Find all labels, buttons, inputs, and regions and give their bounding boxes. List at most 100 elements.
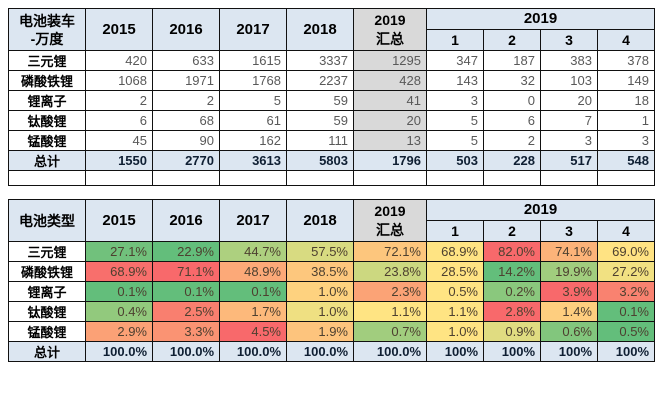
summary-line-1: 2019 <box>374 11 406 28</box>
installed-capacity-table: 电池装车 -万度 2015 2016 2017 2018 2019 汇总 2019 … <box>8 8 655 186</box>
value-cell: 19.9% <box>540 261 598 282</box>
value-cell: 1.0% <box>426 321 484 342</box>
value-cell: 57.5% <box>286 241 354 262</box>
value-cell: 32 <box>483 70 541 91</box>
spacer-cell <box>286 170 354 186</box>
value-cell: 0.4% <box>85 301 153 322</box>
value-cell: 2.9% <box>85 321 153 342</box>
value-cell: 1.4% <box>540 301 598 322</box>
total-value-cell: 2770 <box>152 150 220 171</box>
spacer-cell <box>85 170 153 186</box>
installed-capacity-body: 三元锂 420 633 1615 3337 1295 347 187 383 378 磷酸铁锂 106… <box>8 50 655 186</box>
col-header-month-1: 1 <box>426 29 484 51</box>
value-cell: 633 <box>152 50 220 71</box>
value-cell: 1.0% <box>286 301 354 322</box>
summary-line-2: 汇总 <box>376 221 404 238</box>
table-row: 锂离子 0.1% 0.1% 0.1% 1.0% 2.3% 0.5% 0.2% 3.9% 3.2% <box>8 281 655 302</box>
col-group-2019: 2019 <box>426 8 655 30</box>
row-label: 钛酸锂 <box>8 301 86 322</box>
value-cell: 3.2% <box>597 281 655 302</box>
col-header-2016: 2016 <box>152 199 220 242</box>
value-cell: 3 <box>426 90 484 111</box>
value-cell: 2.8% <box>483 301 541 322</box>
total-value-cell: 1796 <box>353 150 427 171</box>
value-cell: 68.9% <box>426 241 484 262</box>
row-label: 锰酸锂 <box>8 321 86 342</box>
value-cell: 28.5% <box>426 261 484 282</box>
total-value-cell: 100% <box>597 341 655 362</box>
row-label: 钛酸锂 <box>8 110 86 131</box>
value-cell: 378 <box>597 50 655 71</box>
col-header-2016: 2016 <box>152 8 220 51</box>
col-header-month-4: 4 <box>597 29 655 51</box>
spacer-cell <box>483 170 541 186</box>
total-value-cell: 100.0% <box>152 341 220 362</box>
spacer-cell <box>540 170 598 186</box>
value-cell: 103 <box>540 70 598 91</box>
table-row: 锂离子 2 2 5 59 41 3 0 20 18 <box>8 90 655 111</box>
value-cell: 1.7% <box>219 301 287 322</box>
total-value-cell: 548 <box>597 150 655 171</box>
total-value-cell: 100.0% <box>286 341 354 362</box>
corner-line-1: 电池装车 <box>19 12 75 29</box>
value-cell: 72.1% <box>353 241 427 262</box>
value-cell: 0.1% <box>219 281 287 302</box>
value-cell: 74.1% <box>540 241 598 262</box>
value-cell: 0.1% <box>152 281 220 302</box>
spacer-cell <box>426 170 484 186</box>
total-value-cell: 3613 <box>219 150 287 171</box>
value-cell: 2237 <box>286 70 354 91</box>
value-cell: 68.9% <box>85 261 153 282</box>
value-cell: 1.0% <box>286 281 354 302</box>
value-cell: 3.3% <box>152 321 220 342</box>
total-value-cell: 100.0% <box>353 341 427 362</box>
col-header-2015: 2015 <box>85 199 153 242</box>
total-value-cell: 517 <box>540 150 598 171</box>
value-cell: 45 <box>85 130 153 151</box>
installed-capacity-header: 电池装车 -万度 2015 2016 2017 2018 2019 汇总 2019 … <box>8 8 655 51</box>
value-cell: 1 <box>597 110 655 131</box>
value-cell: 71.1% <box>152 261 220 282</box>
value-cell: 14.2% <box>483 261 541 282</box>
spacer-cell <box>597 170 655 186</box>
value-cell: 20 <box>353 110 427 131</box>
value-cell: 7 <box>540 110 598 131</box>
spacer-cell <box>353 170 427 186</box>
value-cell: 27.1% <box>85 241 153 262</box>
value-cell: 48.9% <box>219 261 287 282</box>
value-cell: 187 <box>483 50 541 71</box>
value-cell: 0.5% <box>597 321 655 342</box>
total-value-cell: 100% <box>483 341 541 362</box>
value-cell: 59 <box>286 110 354 131</box>
value-cell: 0.5% <box>426 281 484 302</box>
value-cell: 20 <box>540 90 598 111</box>
value-cell: 1068 <box>85 70 153 91</box>
battery-data-panel: 电池装车 -万度 2015 2016 2017 2018 2019 汇总 2019 … <box>8 8 655 362</box>
total-row: 总计 100.0% 100.0% 100.0% 100.0% 100.0% 100% 100%… <box>8 341 655 362</box>
table-row: 锰酸锂 45 90 162 111 13 5 2 3 3 <box>8 130 655 151</box>
col-header-2017: 2017 <box>219 199 287 242</box>
value-cell: 18 <box>597 90 655 111</box>
value-cell: 0.1% <box>597 301 655 322</box>
total-value-cell: 228 <box>483 150 541 171</box>
battery-type-share-body: 三元锂 27.1% 22.9% 44.7% 57.5% 72.1% 68.9% 82.0% 74… <box>8 241 655 362</box>
value-cell: 162 <box>219 130 287 151</box>
value-cell: 1.9% <box>286 321 354 342</box>
corner-line-2: -万度 <box>30 30 64 47</box>
value-cell: 68 <box>152 110 220 131</box>
total-value-cell: 1550 <box>85 150 153 171</box>
value-cell: 6 <box>483 110 541 131</box>
value-cell: 2 <box>483 130 541 151</box>
spacer-cell <box>219 170 287 186</box>
value-cell: 4.5% <box>219 321 287 342</box>
spacer-row <box>8 170 655 186</box>
value-cell: 1295 <box>353 50 427 71</box>
value-cell: 0.7% <box>353 321 427 342</box>
col-header-2015: 2015 <box>85 8 153 51</box>
total-value-cell: 100% <box>426 341 484 362</box>
total-value-cell: 5803 <box>286 150 354 171</box>
value-cell: 38.5% <box>286 261 354 282</box>
value-cell: 428 <box>353 70 427 91</box>
table-row: 三元锂 420 633 1615 3337 1295 347 187 383 378 <box>8 50 655 71</box>
value-cell: 149 <box>597 70 655 91</box>
